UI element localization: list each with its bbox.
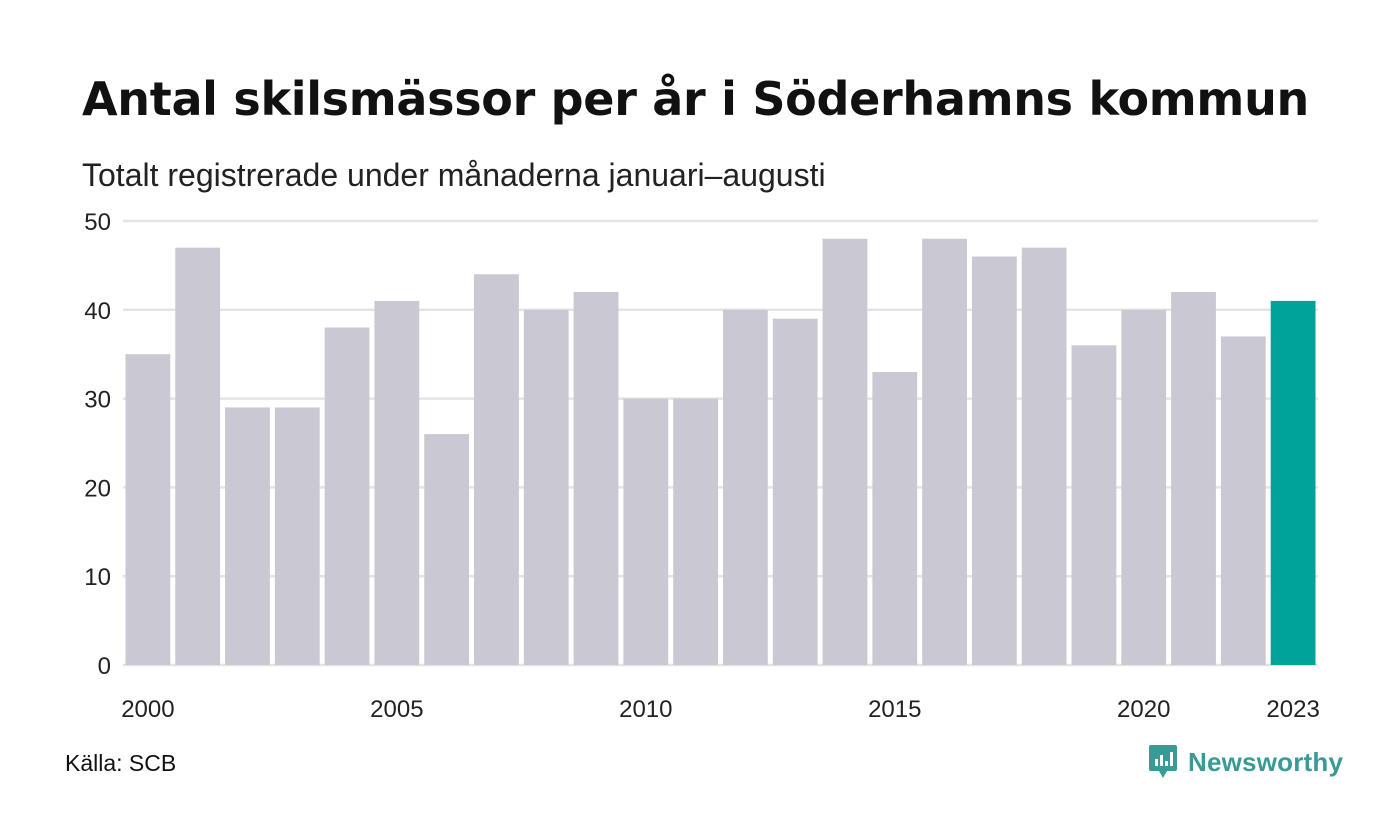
x-tick-label: 2020 bbox=[1117, 696, 1170, 723]
y-tick-label: 50 bbox=[84, 209, 111, 236]
y-tick-label: 0 bbox=[98, 653, 111, 680]
y-tick-label: 10 bbox=[84, 564, 111, 591]
bar-2009 bbox=[573, 292, 619, 665]
bar-2019 bbox=[1071, 345, 1117, 665]
x-axis-ticks: 2000 2005 2010 2015 2020 2023 bbox=[121, 696, 1320, 723]
x-tick-label: 2015 bbox=[868, 696, 921, 723]
x-tick-label: 2010 bbox=[619, 696, 672, 723]
bar-2005 bbox=[374, 300, 420, 665]
bar-2016 bbox=[922, 238, 967, 665]
bar-2017 bbox=[971, 256, 1017, 665]
bar-2003 bbox=[274, 407, 320, 665]
chart-title: Antal skilsmässor per år i Söderhamns ko… bbox=[82, 72, 1309, 126]
bars bbox=[125, 238, 1316, 665]
bar-2011 bbox=[673, 398, 718, 665]
bar-2015 bbox=[872, 371, 918, 665]
x-tick-label: 2005 bbox=[370, 696, 423, 723]
chart-subtitle: Totalt registrerade under månaderna janu… bbox=[82, 157, 826, 193]
brand-logo: Newsworthy bbox=[1148, 742, 1343, 782]
bar-2002 bbox=[225, 407, 270, 665]
source-note: Källa: SCB bbox=[65, 750, 177, 776]
bar-2008 bbox=[523, 309, 569, 665]
bar-2007 bbox=[474, 274, 519, 665]
bar-2004 bbox=[324, 327, 370, 665]
bar-chart: 0 10 20 30 40 50 2000 2005 2010 2015 2020 2023 bbox=[84, 209, 1320, 723]
bar-2001 bbox=[175, 247, 221, 665]
bar-2021 bbox=[1171, 292, 1216, 665]
y-tick-label: 20 bbox=[84, 475, 111, 502]
bar-2022 bbox=[1220, 336, 1266, 665]
bar-2013 bbox=[772, 318, 818, 665]
bar-2023 bbox=[1270, 300, 1316, 665]
x-tick-label: 2023 bbox=[1266, 696, 1319, 723]
x-tick-label: 2000 bbox=[121, 696, 174, 723]
bar-2012 bbox=[723, 309, 768, 665]
y-axis-ticks: 0 10 20 30 40 50 bbox=[84, 209, 111, 680]
brand-name: Newsworthy bbox=[1188, 746, 1344, 777]
bar-2020 bbox=[1121, 309, 1167, 665]
y-tick-label: 40 bbox=[84, 298, 111, 325]
gridlines bbox=[123, 219, 1318, 667]
bar-2010 bbox=[623, 398, 669, 665]
bar-2014 bbox=[822, 238, 868, 665]
bar-2006 bbox=[424, 434, 470, 665]
y-tick-label: 30 bbox=[84, 387, 111, 414]
bar-2000 bbox=[125, 354, 171, 665]
bar-2018 bbox=[1021, 247, 1067, 665]
bar-chart-speech-bubble-icon bbox=[1148, 744, 1178, 780]
